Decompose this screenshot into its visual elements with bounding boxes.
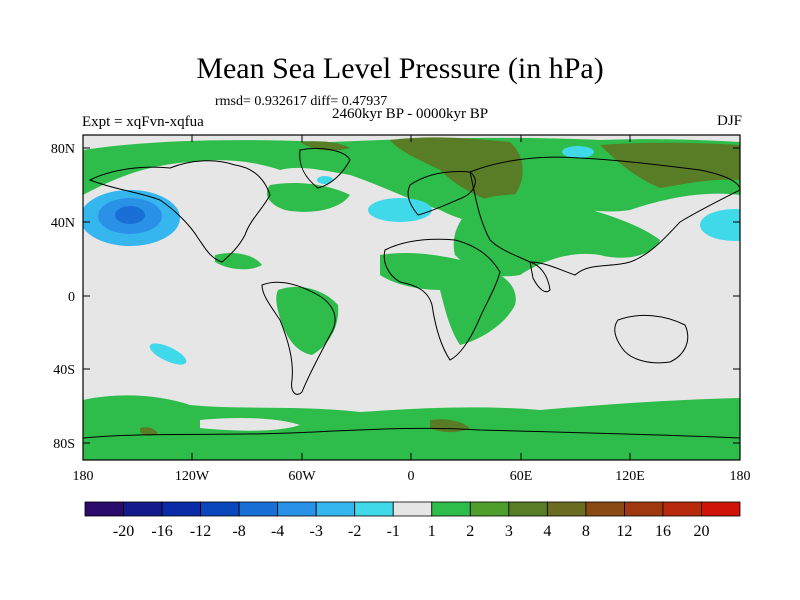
colorbar-swatch xyxy=(624,501,664,517)
colorbar-tick-label: -3 xyxy=(310,523,323,540)
near-zero-southern-gap xyxy=(200,417,300,431)
colorbar-tick-label: -1 xyxy=(387,523,400,540)
lon-label-60w: 60W xyxy=(288,469,316,484)
positive-anomaly-arctic xyxy=(83,137,740,224)
colorbar-tick-label: 4 xyxy=(543,523,551,540)
anomaly-fills xyxy=(83,137,740,460)
colorbar-tick-label: 12 xyxy=(616,523,632,540)
colorbar-swatch xyxy=(123,501,163,517)
positive-anomaly-s-america xyxy=(276,286,339,355)
colorbar-swatch xyxy=(701,501,741,517)
coastline-india xyxy=(529,261,551,293)
positive-anomaly-east-siberia xyxy=(600,142,740,188)
coastline-south-america xyxy=(261,281,336,395)
lon-label-180e: 180 xyxy=(730,469,751,484)
colorbar-tick-label: -20 xyxy=(113,523,134,540)
lon-label-120e: 120E xyxy=(615,469,645,484)
colorbar-tick-label: 2 xyxy=(466,523,474,540)
experiment-label: Expt = xqFvn-xqfua xyxy=(82,114,204,130)
lat-label-80s: 80S xyxy=(53,437,75,452)
negative-anomaly-s-pacific xyxy=(149,343,187,365)
colorbar-swatch xyxy=(469,501,510,517)
period-label: 2460kyr BP - 0000kyr BP xyxy=(331,106,489,122)
season-label: DJF xyxy=(716,113,742,129)
colorbar-swatch xyxy=(431,501,471,517)
colorbar-swatch xyxy=(585,501,625,517)
colorbar-tick-label: 20 xyxy=(693,523,709,540)
coastline-asia xyxy=(469,156,740,276)
lat-label-80n: 80N xyxy=(51,142,75,157)
colorbar-tick-label: -2 xyxy=(348,523,361,540)
colorbar-swatch xyxy=(277,501,317,517)
colorbar-tick-label: 3 xyxy=(505,523,513,540)
coastlines xyxy=(83,147,740,439)
colorbar-tick-label: 8 xyxy=(582,523,590,540)
lon-label-0: 0 xyxy=(408,469,415,484)
negative-anomaly-nw-pacific xyxy=(700,209,740,241)
colorbar: -20 -16 -12 -8 -4 -3 -2 -1 1 2 3 4 8 12 16 20 xyxy=(84,501,741,540)
colorbar-swatch xyxy=(84,501,124,517)
colorbar-swatch xyxy=(546,501,587,517)
negative-anomaly-arctic xyxy=(562,146,594,158)
colorbar-tick-label: 16 xyxy=(655,523,671,540)
lon-axis: 180 120W 60W 0 60E 120E 180 xyxy=(73,135,751,484)
negative-anomaly-n-pacific-core xyxy=(115,206,145,224)
colorbar-swatch xyxy=(200,501,240,517)
lat-axis: 80N 40N 0 40S 80S xyxy=(51,142,740,452)
colorbar-swatch xyxy=(315,501,356,517)
positive-anomaly-southern-ocean xyxy=(83,395,740,460)
coastline-africa xyxy=(383,238,501,361)
lat-label-40s: 40S xyxy=(53,363,75,378)
lon-label-180w: 180 xyxy=(73,469,94,484)
coastline-australia xyxy=(614,315,689,364)
lon-label-120w: 120W xyxy=(175,469,210,484)
colorbar-tick-label: -16 xyxy=(151,523,172,540)
coastline-antarctica xyxy=(83,427,740,439)
colorbar-swatch xyxy=(161,501,201,517)
lat-label-0: 0 xyxy=(68,290,75,305)
coastline-greenland xyxy=(299,147,351,189)
colorbar-tick-label: -12 xyxy=(190,523,211,540)
positive-anomaly-arctic-small xyxy=(300,141,350,151)
colorbar-swatch xyxy=(508,501,548,517)
colorbar-tick-label: -8 xyxy=(232,523,245,540)
lon-label-60e: 60E xyxy=(510,469,533,484)
negative-anomaly-n-atlantic xyxy=(368,198,432,222)
coastline-europe xyxy=(407,171,476,216)
colorbar-tick-label: 1 xyxy=(428,523,436,540)
positive-anomaly-antarctica-dark2 xyxy=(140,427,158,436)
chart-title: Mean Sea Level Pressure (in hPa) xyxy=(196,52,604,85)
coastline-north-america xyxy=(88,160,271,263)
colorbar-swatch xyxy=(662,501,702,517)
colorbar-swatch xyxy=(238,501,279,517)
negative-anomaly-arctic-2 xyxy=(317,176,333,184)
lat-label-40n: 40N xyxy=(51,216,75,231)
colorbar-swatch xyxy=(354,501,394,517)
positive-anomaly-africa xyxy=(380,252,516,345)
colorbar-tick-label: -4 xyxy=(271,523,284,540)
colorbar-swatch xyxy=(392,501,433,517)
positive-anomaly-atlantic-n xyxy=(266,183,350,212)
stats-label: rmsd= 0.932617 diff= 0.47937 xyxy=(215,94,388,109)
positive-anomaly-asia xyxy=(453,194,660,277)
